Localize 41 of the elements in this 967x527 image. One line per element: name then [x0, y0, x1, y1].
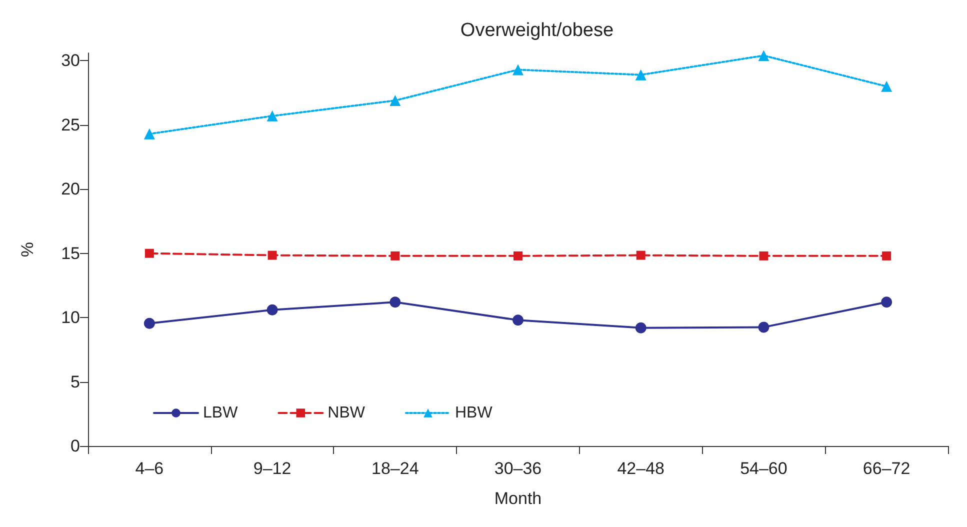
legend-label: HBW — [455, 404, 494, 422]
point — [635, 69, 646, 80]
point — [390, 95, 401, 106]
point — [144, 128, 155, 140]
point — [144, 318, 155, 329]
point — [881, 80, 892, 92]
point — [268, 250, 277, 260]
y-tick-label: 25 — [61, 115, 80, 134]
point — [514, 251, 522, 260]
point — [390, 296, 401, 308]
legend-label: NBW — [328, 404, 366, 422]
point — [882, 251, 892, 260]
y-tick-label: 20 — [61, 180, 80, 199]
point — [266, 304, 278, 316]
point — [144, 248, 154, 258]
x-tick-label: 54–60 — [740, 459, 788, 478]
x-tick-label: 9–12 — [253, 459, 292, 478]
point — [636, 250, 646, 260]
chart-title: Overweight/obese — [460, 20, 614, 41]
point — [758, 322, 770, 333]
y-tick-label: 10 — [61, 308, 80, 328]
x-tick-label: 18–24 — [372, 459, 419, 478]
y-tick-label: 15 — [61, 244, 80, 263]
point — [512, 64, 524, 76]
point — [390, 251, 400, 260]
point — [512, 314, 524, 326]
x-tick-label: 30–36 — [494, 459, 542, 478]
y-axis-title: % — [18, 242, 37, 258]
x-tick-label: 66–72 — [862, 459, 910, 478]
point — [881, 296, 892, 308]
x-tick-label: 4–6 — [135, 459, 164, 478]
point — [635, 322, 646, 334]
point — [759, 251, 768, 260]
y-tick-label: 0 — [70, 436, 80, 456]
y-tick-label: 5 — [70, 372, 80, 392]
point — [758, 50, 770, 62]
y-tick-label: 30 — [61, 51, 80, 70]
point — [266, 110, 278, 122]
x-tick-label: 42–48 — [617, 459, 664, 478]
legend-label: LBW — [203, 404, 239, 422]
x-axis-title: Month — [494, 489, 542, 508]
